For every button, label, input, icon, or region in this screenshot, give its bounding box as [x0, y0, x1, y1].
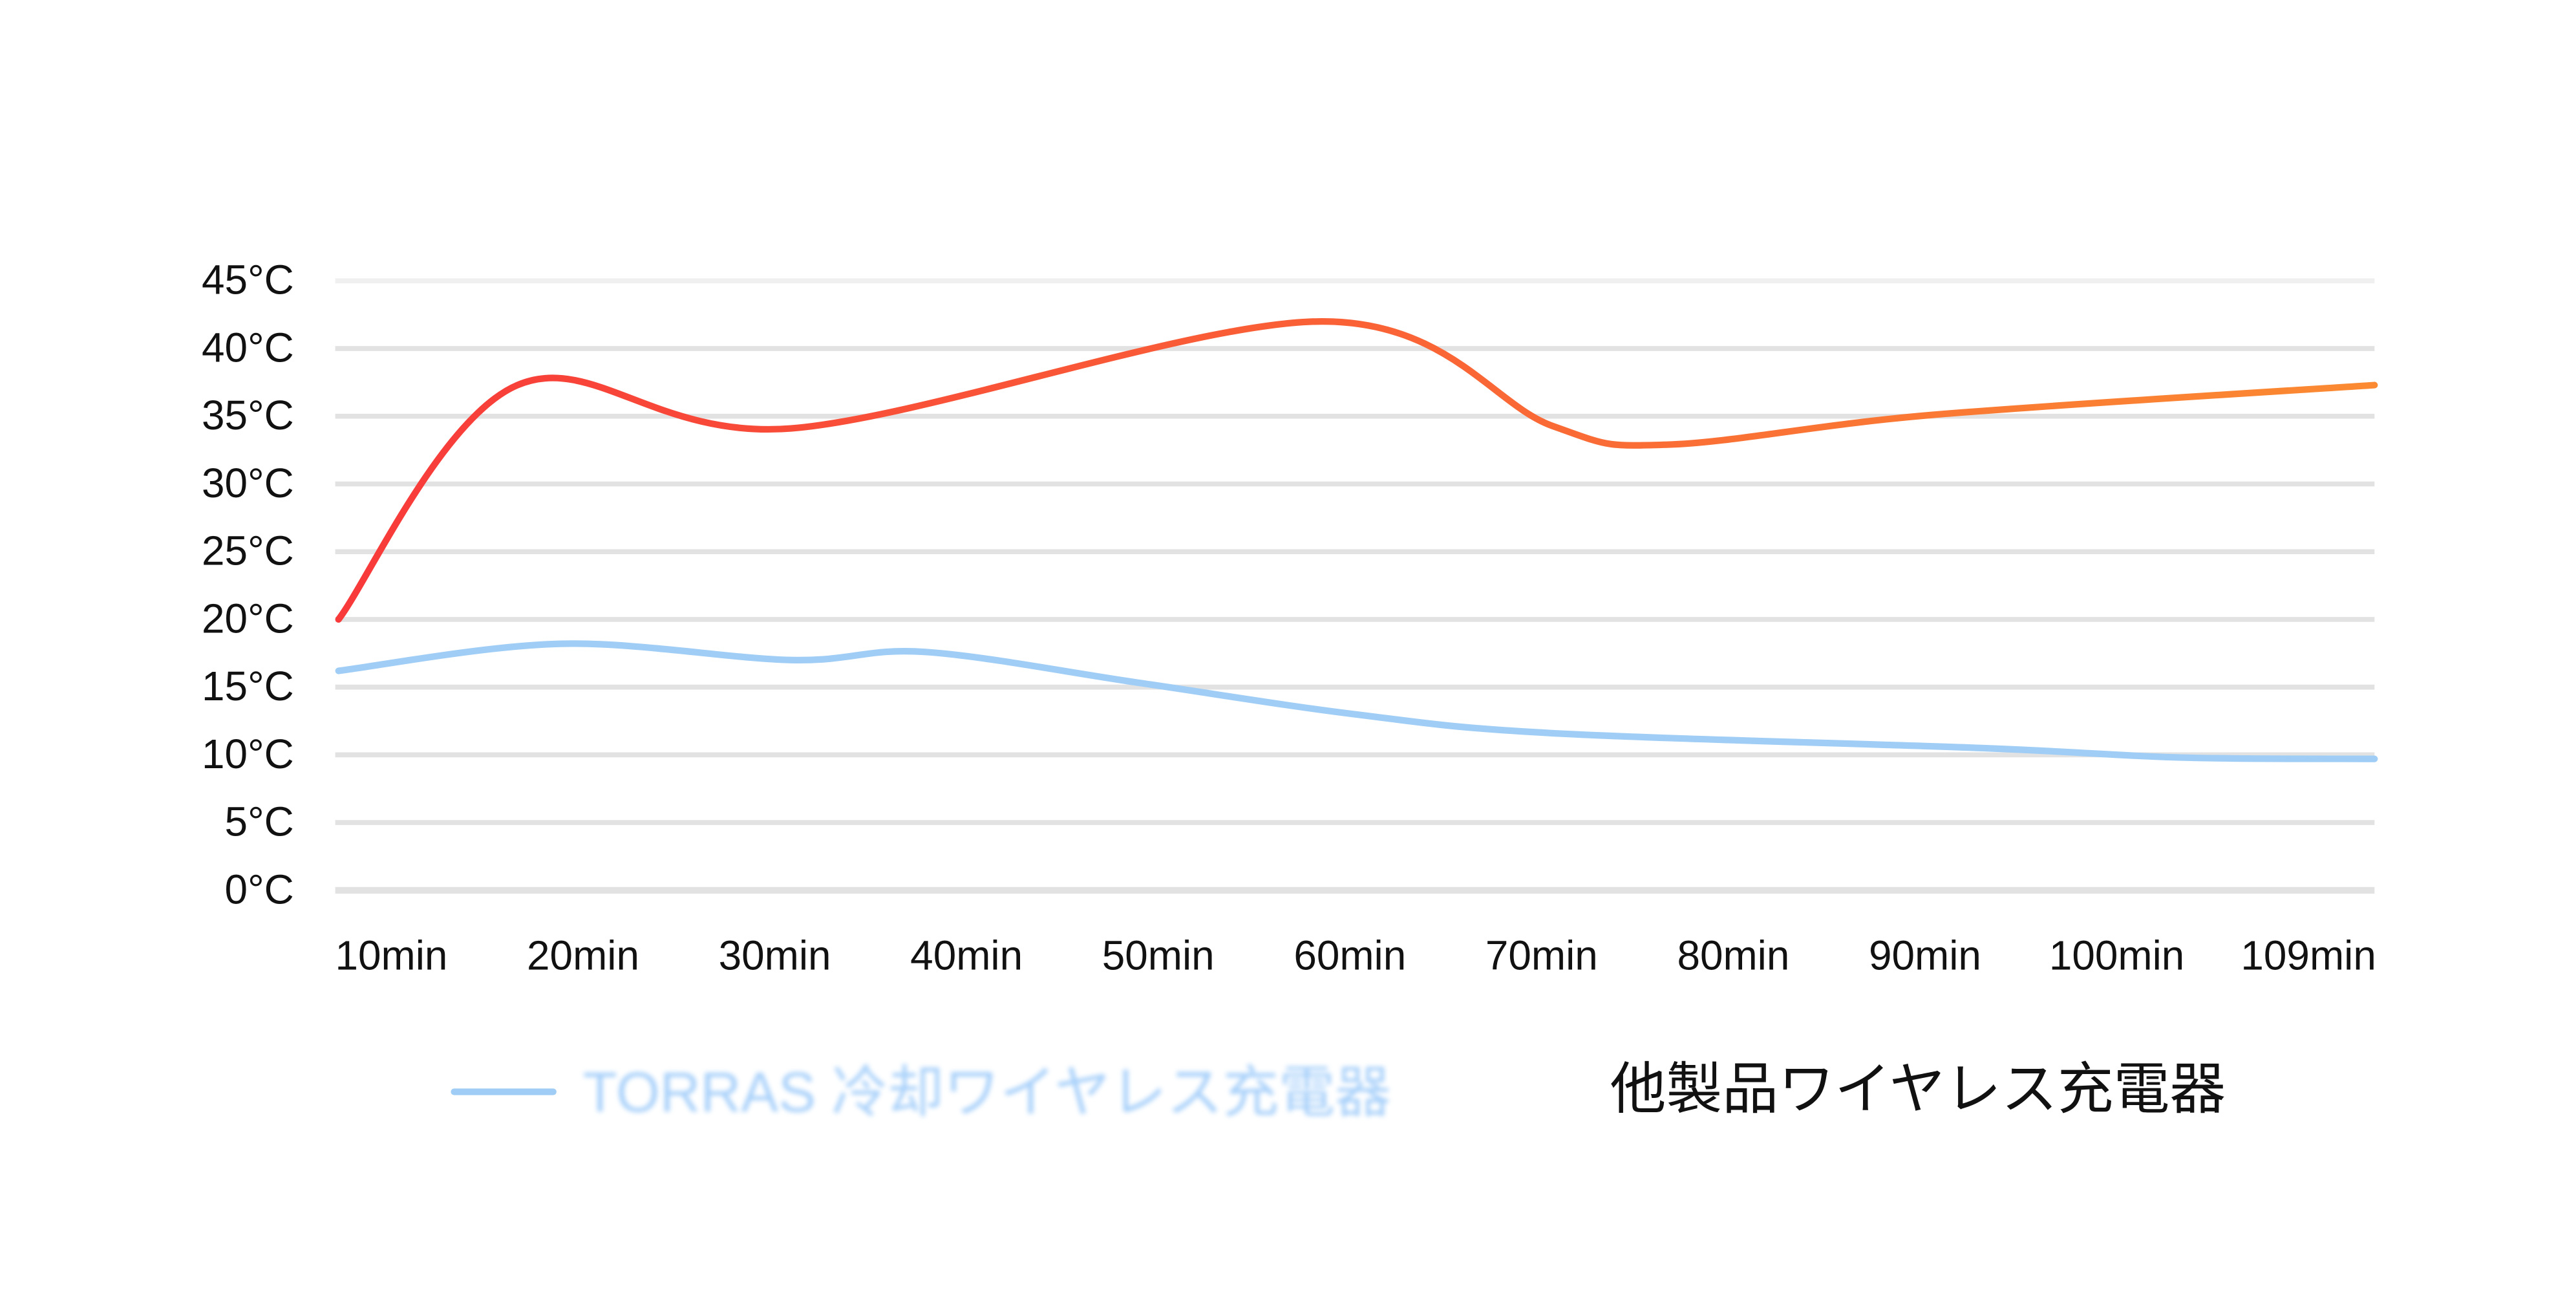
x-tick-label: 90min	[1869, 932, 1981, 978]
x-tick-label: 109min	[2241, 932, 2376, 978]
x-tick-label: 60min	[1293, 932, 1406, 978]
y-tick-label: 0°C	[225, 866, 294, 912]
gridlines	[335, 278, 2375, 894]
y-axis-ticks: 45°C 40°C 35°C 30°C 25°C 20°C 15°C 10°C 5°C 0°C	[202, 257, 294, 913]
x-tick-label: 20min	[527, 932, 639, 978]
x-tick-label: 10min	[335, 932, 447, 978]
y-tick-label: 10°C	[202, 731, 294, 777]
x-tick-label: 50min	[1102, 932, 1215, 978]
x-tick-label: 100min	[2049, 932, 2184, 978]
series-lines	[335, 317, 2378, 762]
y-tick-label: 5°C	[225, 799, 294, 845]
legend-label-torras: TORRAS 冷却ワイヤレス充電器	[583, 1061, 1391, 1124]
legend-label-other: 他製品ワイヤレス充電器	[1610, 1058, 2226, 1121]
y-tick-label: 25°C	[202, 528, 294, 574]
x-tick-label: 70min	[1485, 932, 1598, 978]
x-tick-label: 80min	[1677, 932, 1789, 978]
y-tick-label: 40°C	[202, 324, 294, 371]
y-tick-label: 35°C	[202, 392, 294, 438]
y-tick-label: 15°C	[202, 663, 294, 709]
y-tick-label: 20°C	[202, 595, 294, 641]
x-tick-label: 30min	[719, 932, 831, 978]
y-tick-label: 45°C	[202, 257, 294, 303]
legend: TORRAS 冷却ワイヤレス充電器 他製品ワイヤレス充電器	[451, 1058, 2226, 1124]
x-tick-label: 40min	[910, 932, 1023, 978]
series-line-other	[335, 317, 2378, 623]
x-axis-ticks: 10min 20min 30min 40min 50min 60min 70min 80min…	[335, 932, 2376, 978]
series-line-torras	[335, 640, 2378, 762]
y-tick-label: 30°C	[202, 460, 294, 506]
